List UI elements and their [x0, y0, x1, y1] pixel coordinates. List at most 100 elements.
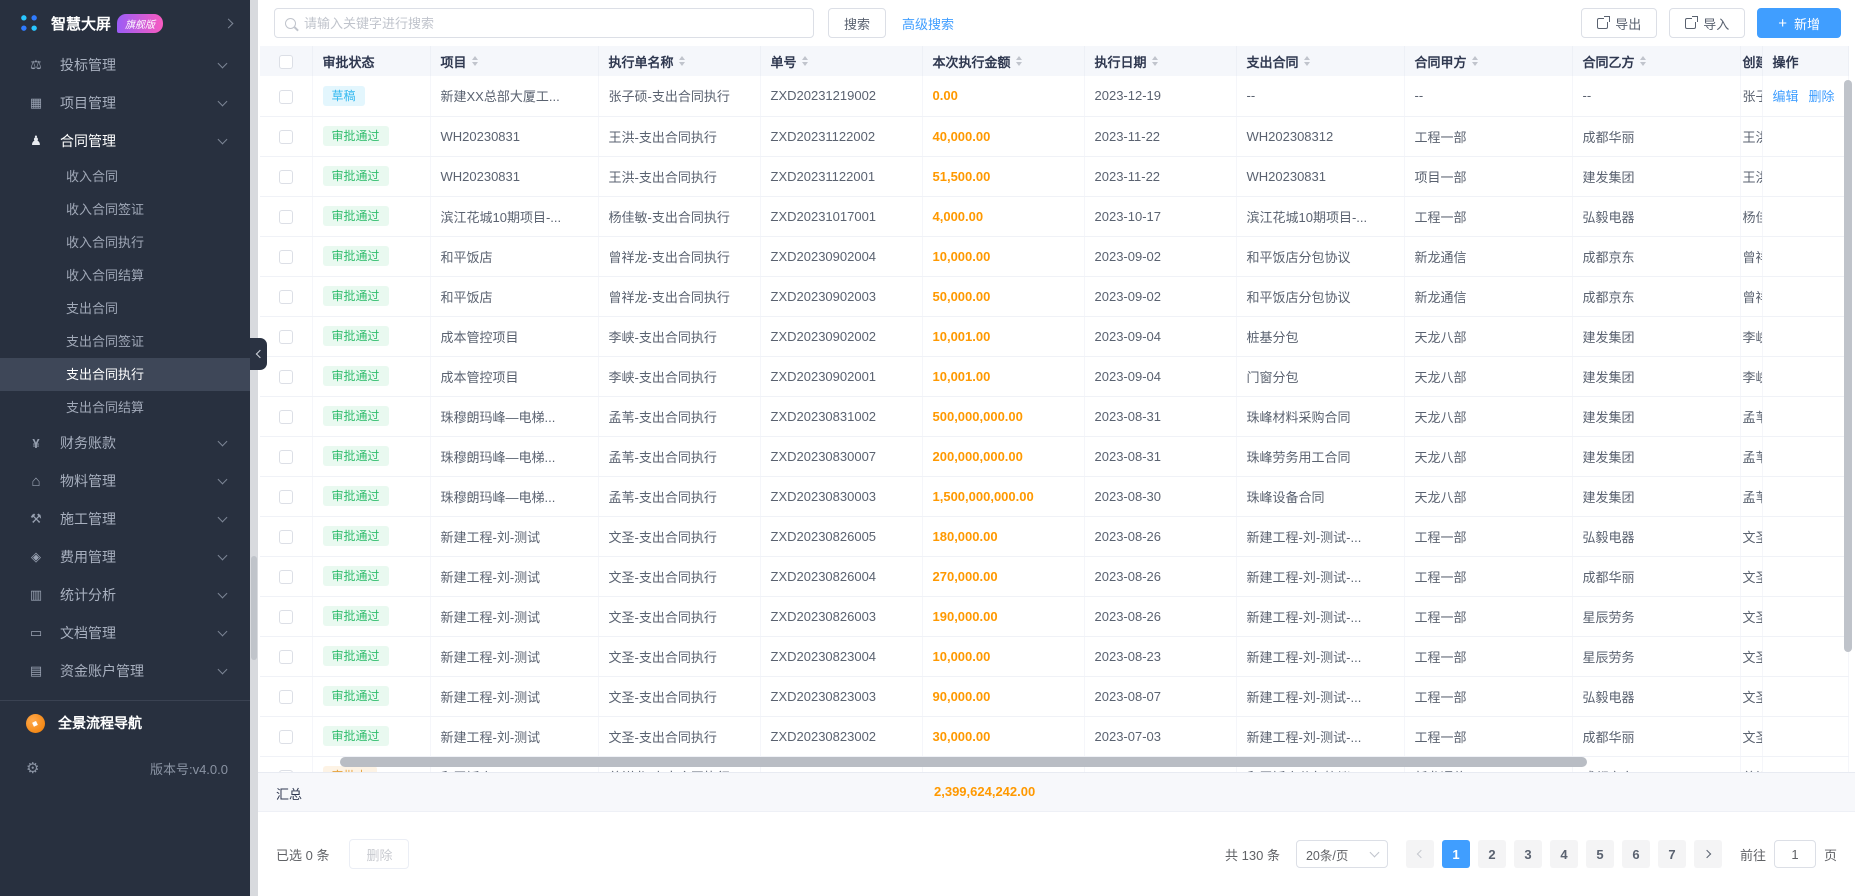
column-header[interactable]: 项目: [430, 46, 599, 76]
column-header[interactable]: 操作: [1761, 46, 1849, 76]
date-cell: 2023-09-02: [1084, 276, 1237, 317]
column-header[interactable]: 执行日期: [1084, 46, 1237, 76]
contract-cell: 新建工程-刘-测试-...: [1236, 516, 1405, 557]
row-checkbox[interactable]: [278, 329, 293, 344]
sidebar-collapse-button[interactable]: [250, 338, 267, 370]
number-cell: ZXD20230830003: [760, 476, 923, 517]
delete-link[interactable]: 删除: [1808, 89, 1835, 105]
logo-row[interactable]: 智慧大屏 旗舰版: [0, 0, 250, 46]
row-checkbox[interactable]: [278, 289, 293, 304]
search-icon: [285, 17, 296, 29]
sort-caret-icon[interactable]: [471, 53, 478, 69]
row-checkbox[interactable]: [278, 529, 293, 544]
horizontal-scrollbar[interactable]: [340, 757, 1587, 767]
sort-caret-icon[interactable]: [801, 53, 808, 69]
sidebar-subitem[interactable]: 支出合同执行: [0, 358, 250, 391]
wallet-icon: [26, 663, 46, 679]
number-cell: ZXD20230831002: [760, 396, 923, 437]
sidebar-item[interactable]: 资金账户管理: [0, 652, 250, 690]
sidebar-subitem[interactable]: 收入合同执行: [66, 235, 145, 250]
column-header[interactable]: 合同乙方: [1572, 46, 1741, 76]
row-checkbox[interactable]: [278, 609, 293, 624]
import-button[interactable]: 导入: [1669, 8, 1746, 38]
exec-name-cell: 孟苇-支出合同执行: [598, 476, 761, 517]
row-checkbox[interactable]: [278, 409, 293, 424]
page-button[interactable]: 5: [1585, 840, 1614, 868]
column-header[interactable]: 支出合同: [1236, 46, 1405, 76]
amount-cell: 10,000.00: [922, 636, 1085, 677]
sidebar-item[interactable]: 费用管理: [0, 538, 250, 576]
sidebar-item[interactable]: 项目管理: [0, 84, 250, 122]
row-checkbox[interactable]: [278, 569, 293, 584]
table-row: 审批通过 新建工程-刘-测试 文圣-支出合同执行 ZXD20230826004 …: [260, 556, 1849, 597]
party-b-cell: 成都华丽: [1572, 116, 1741, 157]
sidebar-subitem[interactable]: 支出合同结算: [66, 400, 145, 415]
page-button[interactable]: 2: [1477, 840, 1506, 868]
sidebar-item[interactable]: 文档管理: [0, 614, 250, 652]
exec-name-cell: 张子硕-支出合同执行: [598, 76, 761, 117]
page-button[interactable]: 7: [1657, 840, 1686, 868]
select-all-checkbox[interactable]: [278, 54, 293, 69]
prev-page-button[interactable]: [1405, 840, 1434, 868]
chevron-down-icon: [217, 58, 228, 69]
row-checkbox[interactable]: [278, 769, 293, 772]
column-header[interactable]: 本次执行金额: [922, 46, 1085, 76]
column-header[interactable]: 单号: [760, 46, 923, 76]
sidebar-subitem[interactable]: 收入合同签证: [66, 202, 145, 217]
sidebar-item[interactable]: 统计分析: [0, 576, 250, 614]
sidebar-item[interactable]: 施工管理: [0, 500, 250, 538]
sidebar-item[interactable]: 物料管理: [0, 462, 250, 500]
column-header[interactable]: 审批状态: [312, 46, 431, 76]
project-cell: 珠穆朗玛峰—电梯...: [430, 396, 599, 437]
row-checkbox[interactable]: [278, 89, 293, 104]
sidebar-item[interactable]: 投标管理: [0, 46, 250, 84]
sidebar-item-contract[interactable]: 合同管理: [0, 122, 250, 160]
sidebar-subitem[interactable]: 收入合同: [66, 169, 119, 184]
search-input[interactable]: [304, 15, 803, 31]
row-checkbox[interactable]: [278, 129, 293, 144]
gear-icon[interactable]: [26, 759, 39, 777]
row-checkbox[interactable]: [278, 209, 293, 224]
column-header[interactable]: 执行单名称: [598, 46, 761, 76]
edit-link[interactable]: 编辑: [1772, 89, 1799, 105]
row-checkbox[interactable]: [278, 729, 293, 744]
page-button[interactable]: 4: [1549, 840, 1578, 868]
sort-caret-icon[interactable]: [678, 53, 685, 69]
amount-cell: 190,000.00: [922, 596, 1085, 637]
sidebar-subitem[interactable]: 支出合同: [66, 301, 119, 316]
column-header[interactable]: 创建人: [1740, 46, 1763, 76]
page-button[interactable]: 3: [1513, 840, 1542, 868]
batch-delete-button[interactable]: 删除: [349, 839, 410, 869]
page-button[interactable]: 1: [1441, 840, 1470, 868]
search-button[interactable]: 搜索: [828, 8, 887, 38]
row-checkbox[interactable]: [278, 649, 293, 664]
data-table: 审批状态 项目 执行单名称 单号 本次执行金额 执行日期 支出合同 合同甲方 合…: [260, 46, 1849, 772]
sidebar-subitem[interactable]: 收入合同结算: [66, 268, 145, 283]
sidebar-item[interactable]: 财务账款: [0, 424, 250, 462]
sort-caret-icon[interactable]: [1639, 53, 1646, 69]
add-button[interactable]: 新增: [1757, 8, 1841, 38]
row-checkbox[interactable]: [278, 449, 293, 464]
page-size-select[interactable]: 20条/页: [1295, 840, 1388, 868]
goto-page-input[interactable]: [1773, 840, 1816, 868]
sort-caret-icon[interactable]: [1303, 53, 1310, 69]
row-checkbox[interactable]: [278, 489, 293, 504]
page-button[interactable]: 6: [1621, 840, 1650, 868]
table-body: 草稿 新建XX总部大厦工... 张子硕-支出合同执行 ZXD2023121900…: [260, 76, 1849, 772]
creator-cell: 文圣: [1740, 556, 1763, 597]
row-checkbox[interactable]: [278, 249, 293, 264]
panorama-nav-item[interactable]: 全景流程导航: [0, 701, 250, 745]
sidebar-scroll-thumb[interactable]: [251, 556, 257, 660]
vertical-scrollbar[interactable]: [1844, 80, 1852, 652]
sort-caret-icon[interactable]: [1015, 53, 1022, 69]
sort-caret-icon[interactable]: [1151, 53, 1158, 69]
row-checkbox[interactable]: [278, 689, 293, 704]
row-checkbox[interactable]: [278, 369, 293, 384]
row-checkbox[interactable]: [278, 169, 293, 184]
column-header[interactable]: 合同甲方: [1404, 46, 1573, 76]
sidebar-subitem[interactable]: 支出合同签证: [66, 334, 145, 349]
next-page-button[interactable]: [1693, 840, 1722, 868]
advanced-search-link[interactable]: 高级搜索: [902, 16, 955, 32]
export-button[interactable]: 导出: [1581, 8, 1658, 38]
sort-caret-icon[interactable]: [1471, 53, 1478, 69]
